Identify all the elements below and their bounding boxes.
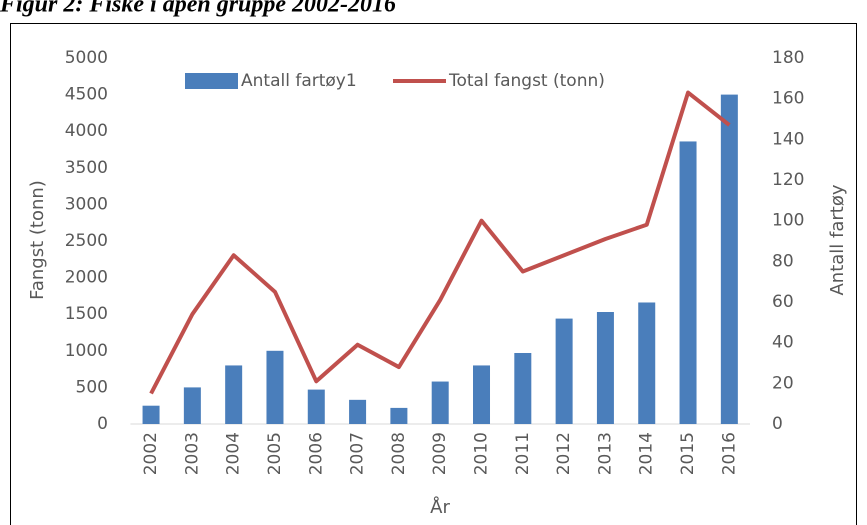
chart-border — [10, 23, 857, 525]
y-tick-label: 5000 — [65, 48, 108, 68]
x-tick-label: 2013 — [595, 432, 615, 475]
x-tick-label: 2002 — [141, 432, 161, 475]
y-tick-label: 4000 — [65, 121, 108, 141]
y-tick-label: 0 — [97, 414, 108, 434]
bar — [679, 141, 697, 424]
x-tick-label: 2008 — [389, 432, 409, 475]
y2-tick-label: 60 — [772, 292, 794, 312]
y2-axis-label: Antall fartøy — [827, 184, 848, 295]
bar — [555, 318, 573, 424]
y2-tick-label: 140 — [772, 129, 804, 149]
y2-tick-label: 0 — [772, 414, 783, 434]
chart-title: Figur 2: Fiske i åpen gruppe 2002-2016 — [0, 0, 396, 18]
bar — [349, 399, 367, 424]
bar — [142, 405, 160, 424]
y-tick-label: 2500 — [65, 231, 108, 251]
y2-tick-label: 120 — [772, 170, 804, 190]
y2-tick-label: 20 — [772, 373, 794, 393]
y-tick-label: 2000 — [65, 268, 108, 288]
y-tick-label: 500 — [76, 377, 108, 397]
legend-label: Total fangst (tonn) — [448, 71, 605, 91]
y-tick-label: 3000 — [65, 194, 108, 214]
legend-swatch — [185, 73, 238, 89]
bar — [266, 350, 284, 424]
x-tick-label: 2011 — [513, 432, 533, 475]
x-tick-label: 2016 — [719, 432, 739, 475]
bar — [225, 365, 243, 424]
y-tick-label: 1500 — [65, 304, 108, 324]
x-tick-label: 2009 — [430, 432, 450, 475]
y-tick-label: 4500 — [65, 85, 108, 105]
y2-tick-label: 100 — [772, 211, 804, 231]
x-tick-label: 2007 — [348, 432, 368, 475]
bar — [390, 407, 408, 424]
bar — [183, 387, 201, 424]
x-tick-label: 2003 — [182, 432, 202, 475]
bar — [638, 302, 656, 424]
y-tick-label: 3500 — [65, 158, 108, 178]
bar — [307, 389, 325, 424]
y2-tick-label: 180 — [772, 48, 804, 68]
legend-label: Antall fartøy1 — [241, 71, 357, 91]
x-axis-label: År — [430, 496, 450, 518]
x-tick-label: 2004 — [224, 432, 244, 475]
x-tick-label: 2012 — [554, 432, 574, 475]
bar — [514, 352, 532, 424]
bar — [720, 94, 738, 424]
y-tick-label: 1000 — [65, 341, 108, 361]
x-tick-label: 2006 — [306, 432, 326, 475]
line — [149, 90, 731, 395]
bar — [596, 312, 614, 424]
y2-tick-label: 80 — [772, 251, 794, 271]
x-tick-label: 2014 — [637, 432, 657, 475]
x-tick-label: 2005 — [265, 432, 285, 475]
x-tick-label: 2015 — [678, 432, 698, 475]
y2-tick-label: 160 — [772, 89, 804, 109]
bar — [431, 381, 449, 424]
x-tick-label: 2010 — [472, 432, 492, 475]
y-axis-label: Fangst (tonn) — [27, 180, 48, 300]
y2-tick-label: 40 — [772, 333, 794, 353]
bar — [473, 365, 491, 424]
